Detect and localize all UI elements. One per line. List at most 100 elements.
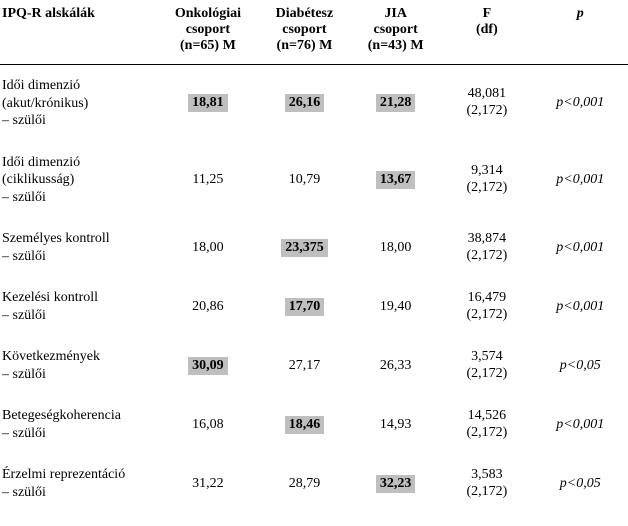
row-label: Idői dimenzió(ciklikusság)– szülői [0,142,157,219]
f-value: 38,874 [468,231,507,246]
cell-value: 28,79 [289,476,321,491]
highlighted-value: 26,16 [285,94,325,112]
cell-value: 26,33 [380,358,412,373]
cell-onko: 18,81 [157,65,259,142]
p-value: p<0,001 [556,95,604,110]
f-df: (2,172) [466,103,507,118]
col-header-line: Onkológiai [175,6,241,21]
col-header-subscale: IPQ-R alskálák [0,0,157,65]
cell-value: 18,00 [192,240,224,255]
row-label-line: – szülői [2,308,46,323]
f-value: 48,081 [468,86,507,101]
table-row: Idői dimenzió(ciklikusság)– szülői11,251… [0,142,628,219]
row-label-line: Betegeségkoherencia [2,408,121,423]
cell-onko: 18,00 [157,218,259,277]
row-label-line: – szülői [2,249,46,264]
f-value: 14,526 [468,408,507,423]
col-header-line: Diabétesz [276,6,334,21]
cell-diab: 10,79 [259,142,350,219]
cell-value: 20,86 [192,299,224,314]
cell-jia: 26,33 [350,336,441,395]
row-label-line: Idői dimenzió [2,78,80,93]
table-row: Betegeségkoherencia – szülői 16,0818,46 14,… [0,395,628,454]
f-df: (2,172) [466,484,507,499]
p-value: p<0,001 [556,299,604,314]
row-label: Személyes kontroll – szülői [0,218,157,277]
row-label-line: – szülői [2,113,46,128]
cell-p: p<0,001 [532,65,628,142]
highlighted-value: 17,70 [285,298,325,316]
cell-onko: 16,08 [157,395,259,454]
row-label: Idői dimenzió (akut/krónikus) – szülői [0,65,157,142]
col-header-diab: Diabétesz csoport (n=76) M [259,0,350,65]
cell-onko: 20,86 [157,277,259,336]
col-header-line: (df) [476,22,498,37]
cell-onko: 31,22 [157,454,259,513]
cell-value: 19,40 [380,299,412,314]
cell-jia: 13,67 [350,142,441,219]
col-header-line: JIA [384,6,407,21]
highlighted-value: 21,28 [376,94,416,112]
f-value: 16,479 [468,290,507,305]
cell-diab: 28,79 [259,454,350,513]
cell-value: 14,93 [380,417,412,432]
cell-p: p<0,001 [532,395,628,454]
cell-jia: 19,40 [350,277,441,336]
highlighted-value: 18,81 [188,94,228,112]
cell-p: p<0,05 [532,454,628,513]
row-label: Betegeségkoherencia – szülői [0,395,157,454]
col-header-line: p [577,6,584,21]
f-value: 9,314 [471,163,503,178]
row-label: Érzelmi reprezentáció– szülői [0,454,157,513]
cell-value: 11,25 [192,172,223,187]
col-header-line: F [483,6,492,21]
col-header-p: p [532,0,628,65]
row-label-line: – szülői [2,367,46,382]
cell-f: 14,526 (2,172) [441,395,532,454]
cell-f: 9,314(2,172) [441,142,532,219]
col-header-line: (n=76) M [277,38,333,53]
f-df: (2,172) [466,307,507,322]
p-value: p<0,001 [556,417,604,432]
f-value: 3,583 [471,467,503,482]
row-label-line: (akut/krónikus) [2,96,88,111]
table-row: Következmények– szülői30,0927,1726,333,5… [0,336,628,395]
cell-p: p<0,001 [532,142,628,219]
f-df: (2,172) [466,366,507,381]
col-header-line: csoport [186,22,230,37]
row-label-line: Következmények [2,349,100,364]
row-label-line: (ciklikusság) [2,172,74,187]
col-header-line: (n=65) M [180,38,236,53]
row-label-line: Érzelmi reprezentáció [2,467,125,482]
col-header-line: csoport [373,22,417,37]
row-label-line: – szülői [2,190,46,205]
cell-f: 16,479 (2,172) [441,277,532,336]
col-header-text: IPQ-R alskálák [2,6,95,21]
cell-p: p<0,001 [532,277,628,336]
cell-f: 48,081 (2,172) [441,65,532,142]
cell-value: 18,00 [380,240,412,255]
f-value: 3,574 [471,349,503,364]
highlighted-value: 13,67 [376,171,416,189]
row-label-line: Személyes kontroll [2,231,110,246]
cell-jia: 18,00 [350,218,441,277]
row-label: Kezelési kontroll– szülői [0,277,157,336]
table-header: IPQ-R alskálák Onkológiai csoport (n=65)… [0,0,628,65]
cell-diab: 23,375 [259,218,350,277]
f-df: (2,172) [466,425,507,440]
cell-p: p<0,001 [532,218,628,277]
cell-value: 10,79 [289,172,321,187]
cell-diab: 18,46 [259,395,350,454]
table-body: Idői dimenzió (akut/krónikus) – szülői 18,8… [0,65,628,514]
cell-diab: 17,70 [259,277,350,336]
col-header-line: csoport [282,22,326,37]
highlighted-value: 23,375 [281,239,328,257]
col-header-onko: Onkológiai csoport (n=65) M [157,0,259,65]
cell-p: p<0,05 [532,336,628,395]
row-label-line: – szülői [2,426,46,441]
cell-onko: 11,25 [157,142,259,219]
cell-jia: 21,28 [350,65,441,142]
col-header-jia: JIA csoport (n=43) M [350,0,441,65]
highlighted-value: 32,23 [376,475,416,493]
col-header-f: F (df) [441,0,532,65]
